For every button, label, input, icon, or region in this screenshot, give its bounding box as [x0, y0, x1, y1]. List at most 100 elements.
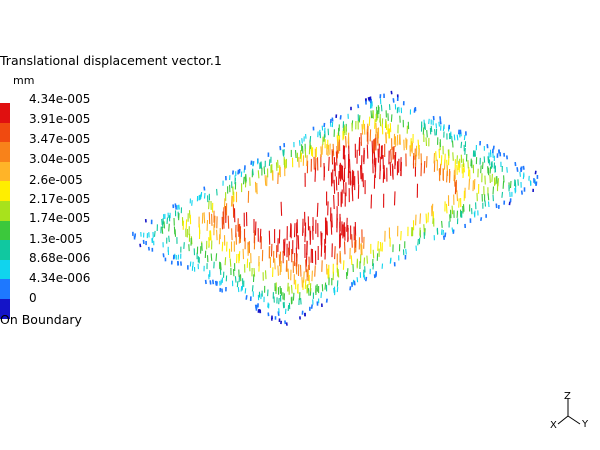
displacement-vector — [277, 159, 279, 168]
displacement-vector — [264, 175, 267, 186]
displacement-vector — [324, 282, 327, 290]
displacement-vector — [520, 190, 523, 195]
displacement-vector — [456, 134, 459, 141]
displacement-vector — [341, 166, 344, 181]
displacement-vector — [417, 139, 420, 150]
displacement-vector — [501, 191, 504, 198]
displacement-vector — [224, 257, 227, 266]
displacement-vector — [257, 170, 260, 179]
axis-triad-icon[interactable]: Z X Y — [540, 388, 600, 438]
displacement-vector — [203, 186, 206, 191]
axis-y-label: Y — [581, 419, 589, 430]
displacement-vector — [216, 188, 218, 196]
displacement-vector — [441, 220, 443, 228]
displacement-vector — [372, 263, 375, 270]
displacement-vector — [481, 161, 484, 170]
displacement-vector — [298, 140, 301, 146]
displacement-vector — [366, 144, 369, 159]
displacement-vector — [488, 159, 491, 166]
displacement-vector — [514, 188, 516, 194]
displacement-vector — [264, 270, 267, 280]
displacement-vector — [454, 181, 457, 195]
displacement-vector — [458, 198, 460, 208]
displacement-vector — [209, 230, 212, 241]
displacement-vector — [168, 223, 170, 232]
displacement-vector — [473, 212, 476, 218]
displacement-vector — [300, 152, 303, 163]
displacement-vector — [282, 149, 284, 156]
displacement-vector — [330, 220, 333, 235]
displacement-vector — [425, 137, 428, 147]
displacement-vector — [162, 218, 165, 225]
displacement-vector — [390, 90, 393, 95]
displacement-vector — [514, 180, 517, 187]
displacement-vector — [453, 134, 456, 141]
legend-footer: On Boundary — [0, 312, 82, 327]
displacement-vector — [370, 110, 373, 119]
legend-unit: mm — [13, 74, 35, 87]
displacement-vector — [178, 204, 180, 210]
displacement-vector — [309, 136, 312, 143]
displacement-vector — [358, 115, 361, 123]
displacement-vector — [434, 129, 436, 136]
legend-label: 4.34e-006 — [29, 271, 91, 285]
displacement-vector — [389, 161, 392, 176]
displacement-vector — [280, 201, 283, 216]
displacement-vector — [522, 165, 525, 170]
displacement-vector — [314, 265, 316, 277]
legend-label: 2.6e-005 — [29, 173, 83, 187]
displacement-vector — [451, 205, 454, 215]
displacement-vector — [191, 200, 193, 206]
displacement-vector — [359, 165, 362, 180]
displacement-vector — [382, 168, 385, 183]
color-swatch — [0, 161, 10, 182]
displacement-vector — [487, 201, 490, 208]
displacement-vector — [267, 302, 269, 308]
displacement-vector — [245, 295, 248, 300]
displacement-vector — [492, 186, 495, 195]
legend-label: 0 — [29, 291, 37, 305]
displacement-vector — [349, 286, 352, 291]
displacement-vector — [333, 179, 336, 194]
displacement-vector — [456, 155, 458, 164]
displacement-vector — [306, 284, 309, 293]
displacement-vector — [342, 179, 345, 194]
displacement-vector — [506, 167, 508, 173]
displacement-vector — [462, 204, 465, 212]
displacement-vector — [353, 280, 356, 286]
displacement-vector — [201, 242, 203, 251]
displacement-vector — [309, 141, 311, 149]
displacement-vector — [419, 213, 422, 224]
displacement-vector — [189, 261, 192, 267]
displacement-vector — [277, 265, 279, 276]
displacement-vector — [304, 279, 307, 290]
displacement-vector — [316, 202, 319, 217]
displacement-vector — [390, 114, 393, 122]
color-swatch — [0, 103, 10, 123]
displacement-vector — [452, 152, 454, 161]
displacement-vector — [333, 194, 335, 210]
displacement-vector — [229, 258, 232, 267]
displacement-vector — [153, 230, 156, 237]
displacement-vector — [445, 203, 448, 214]
displacement-vector — [424, 123, 426, 130]
displacement-vector — [333, 287, 335, 294]
displacement-vector — [251, 285, 254, 292]
displacement-vector — [234, 276, 237, 283]
displacement-vector — [345, 136, 347, 148]
displacement-vector — [451, 140, 454, 148]
displacement-vector — [393, 191, 396, 206]
displacement-vector — [183, 242, 185, 249]
displacement-vector — [346, 268, 349, 276]
displacement-vector — [356, 277, 359, 283]
displacement-vector — [347, 132, 350, 144]
displacement-vector — [463, 163, 465, 173]
displacement-vector — [400, 230, 402, 241]
displacement-vector — [314, 167, 317, 182]
displacement-vector — [362, 120, 365, 130]
displacement-vector — [487, 193, 490, 201]
displacement-vector — [323, 127, 326, 134]
displacement-vector — [422, 127, 425, 135]
displacement-vector — [343, 241, 346, 255]
